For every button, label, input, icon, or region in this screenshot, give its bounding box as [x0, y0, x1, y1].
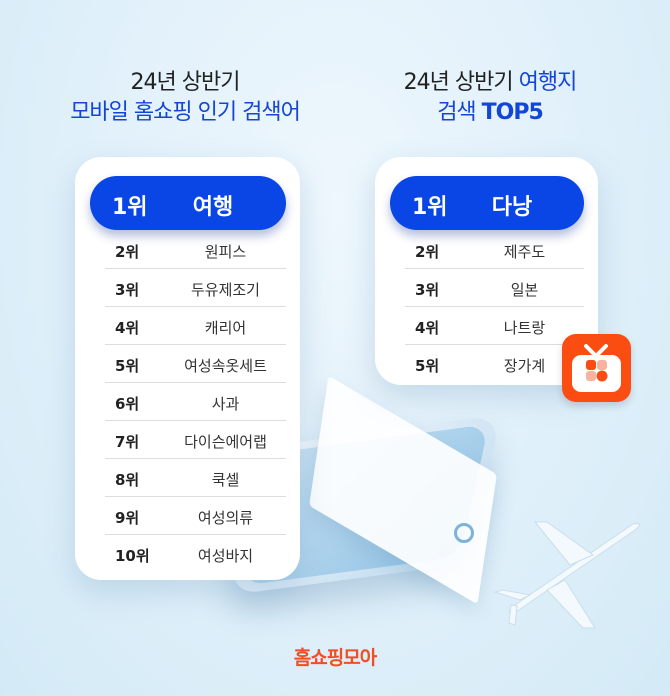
rank-row: 6위 사과 [105, 383, 286, 421]
keyword: 다낭 [491, 195, 533, 220]
rank-1-pill: 1위 다낭 [390, 176, 584, 230]
travel-search-card: 1위 다낭 2위 제주도 3위 일본 4위 나트랑 5위 장가계 [375, 157, 598, 385]
rank: 2위 [115, 243, 140, 261]
rank-row: 8위 쿡셀 [105, 459, 286, 497]
keyword: 두유제조기 [190, 281, 260, 299]
rank: 7위 [115, 433, 140, 451]
keyword: 캐리어 [204, 319, 247, 337]
rank-row: 4위 나트랑 [405, 307, 584, 345]
left-title-line2: 모바일 홈쇼핑 인기 검색어 [70, 100, 301, 125]
rank: 10위 [115, 547, 150, 565]
keyword: 여성의류 [197, 509, 254, 527]
rank-row: 2위 원피스 [105, 231, 286, 269]
right-title-top5: TOP5 [481, 100, 544, 125]
rank: 5위 [115, 357, 140, 375]
rank: 4위 [115, 319, 140, 337]
keyword: 여행 [192, 195, 234, 220]
rank-row: 3위 두유제조기 [105, 269, 286, 307]
rank-1-pill: 1위 여행 [90, 176, 286, 230]
keyword: 나트랑 [503, 319, 546, 337]
rank: 5위 [415, 357, 440, 375]
keyword: 장가계 [503, 357, 546, 375]
rank-row: 10위 여성바지 [105, 535, 286, 573]
rank-row: 9위 여성의류 [105, 497, 286, 535]
left-title-line1: 24년 상반기 [130, 70, 241, 95]
right-title-part: 24년 상반기 [403, 70, 519, 95]
popular-search-card: 1위 여행 2위 원피스 3위 두유제조기 4위 캐리어 5위 여성속옷세트 6위 사과 7위 다이슨에… [75, 157, 300, 580]
homeshoppingmoa-logo: 홈쇼핑모아 [293, 647, 377, 669]
right-title-highlight: 여행지 [518, 70, 578, 95]
keyword: 일본 [510, 281, 539, 299]
rank: 9위 [115, 509, 140, 527]
right-title-part: 검색 [437, 100, 482, 125]
rank: 4위 [415, 319, 440, 337]
rank: 3위 [415, 281, 440, 299]
rank: 3위 [115, 281, 140, 299]
rank-row: 5위 장가계 [405, 345, 584, 383]
tv-icon [562, 334, 631, 402]
rank-row: 5위 여성속옷세트 [105, 345, 286, 383]
keyword: 다이슨에어랩 [184, 433, 267, 451]
keyword: 쿡셀 [211, 471, 240, 489]
airplane-icon [493, 521, 640, 629]
keyword: 원피스 [204, 243, 247, 261]
search-icon [454, 523, 474, 543]
rank-row: 3위 일본 [405, 269, 584, 307]
left-title: 24년 상반기 모바일 홈쇼핑 인기 검색어 [30, 68, 340, 128]
rank-row: 4위 캐리어 [105, 307, 286, 345]
rank-row: 7위 다이슨에어랩 [105, 421, 286, 459]
keyword: 여성바지 [197, 547, 254, 565]
keyword: 제주도 [503, 243, 546, 261]
rank: 2위 [415, 243, 440, 261]
keyword: 사과 [211, 395, 240, 413]
rank: 6위 [115, 395, 140, 413]
rank-row: 2위 제주도 [405, 231, 584, 269]
keyword: 여성속옷세트 [184, 357, 267, 375]
rank: 1위 [412, 195, 448, 220]
right-title: 24년 상반기 여행지 검색 TOP5 [340, 68, 640, 128]
rank: 8위 [115, 471, 140, 489]
rank: 1위 [112, 195, 148, 220]
